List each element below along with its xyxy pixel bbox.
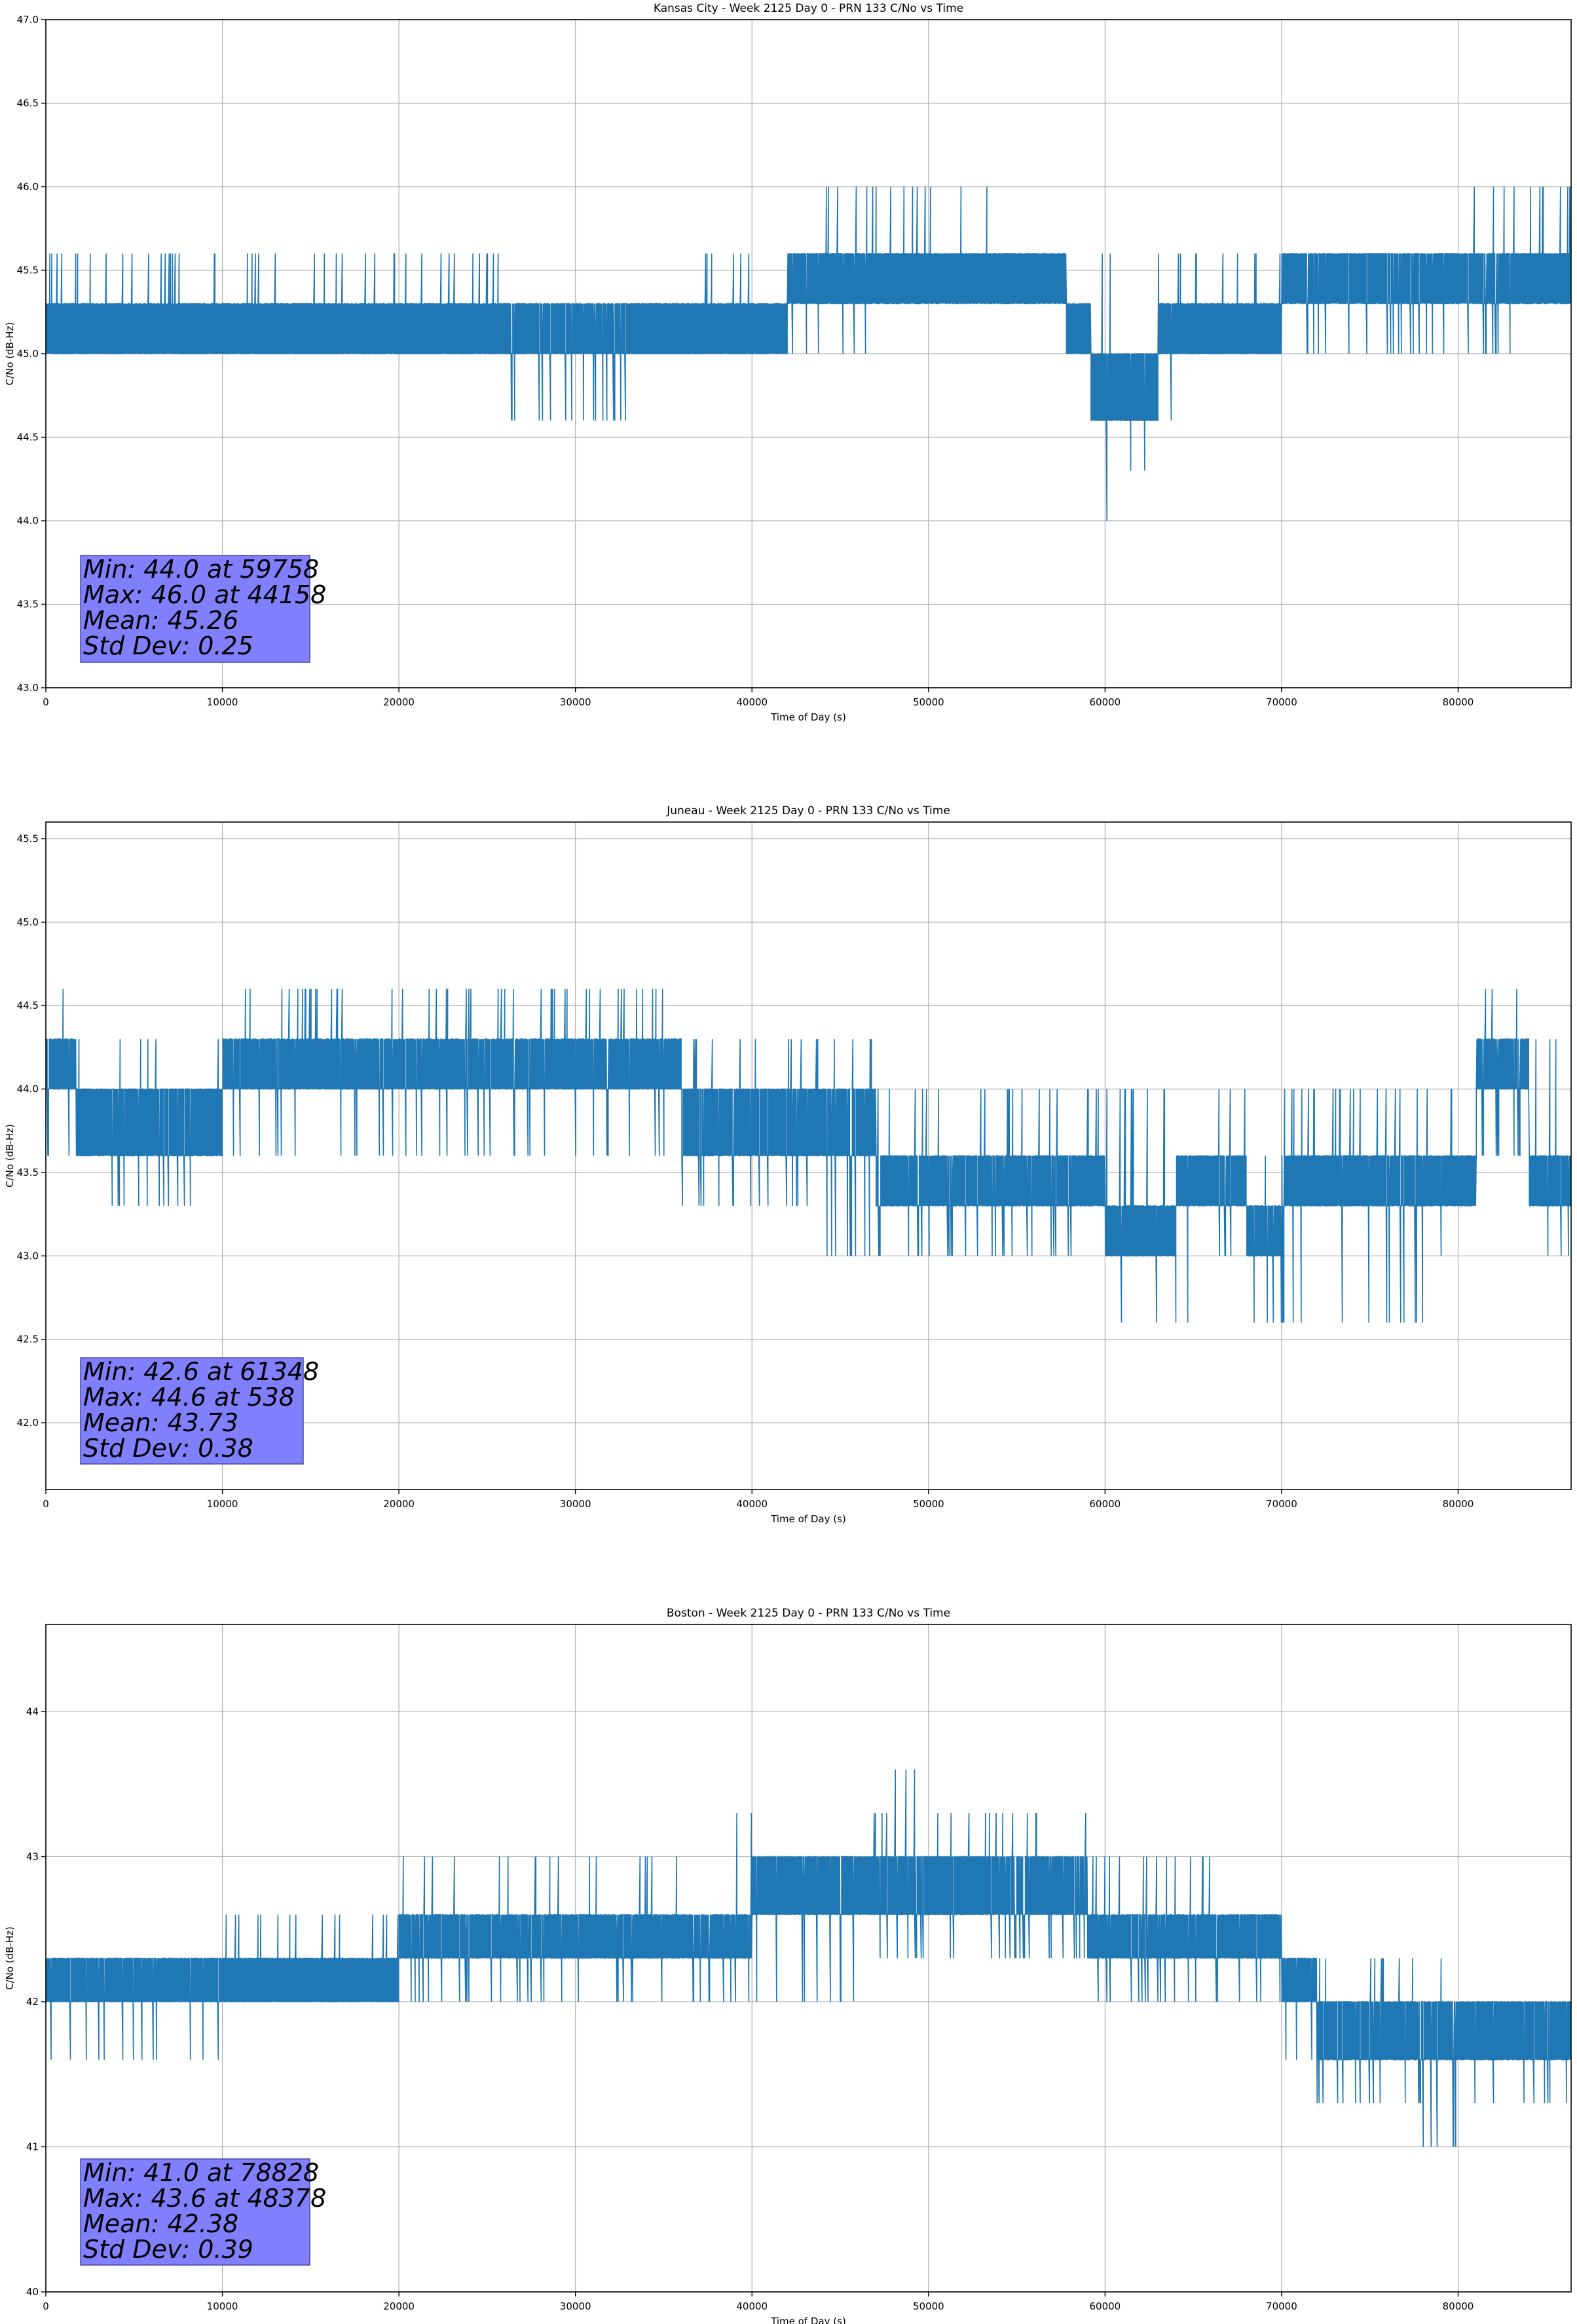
stats-line: Std Dev: 0.38 [83,1434,253,1463]
y-tick-label: 44 [26,1706,39,1717]
y-tick-label: 45.5 [17,265,39,276]
chart-title: Boston - Week 2125 Day 0 - PRN 133 C/No … [667,1607,950,1620]
stats-line: Max: 44.6 at 538 [83,1383,295,1412]
y-tick-label: 41 [26,2141,39,2152]
stats-line: Std Dev: 0.39 [83,2235,253,2264]
chart-panel-2: 0 10000 20000 30000 40000 50000 60000 70000 8000… [4,804,1572,1525]
y-tick-label: 45.0 [17,916,39,928]
x-tick-label: 20000 [383,2300,415,2312]
x-tick-label: 0 [43,2300,49,2312]
x-tick-label: 20000 [383,696,415,708]
stats-line: Max: 46.0 at 44158 [83,580,326,609]
x-tick-label: 10000 [207,696,238,708]
x-tick-label: 20000 [383,1498,415,1510]
x-tick-label: 80000 [1443,2300,1474,2312]
x-tick-label: 70000 [1266,2300,1297,2312]
x-tick-label: 30000 [560,1498,591,1510]
stats-line: Mean: 43.73 [83,1408,238,1437]
x-tick-label: 50000 [913,2300,944,2312]
stats-line: Min: 42.6 at 61348 [83,1357,319,1386]
series-line [46,988,1571,1323]
y-tick-label: 43.5 [17,599,39,610]
x-tick-label: 30000 [560,696,591,708]
y-tick-label: 47.0 [17,14,39,26]
y-tick-label: 40 [26,2286,39,2298]
plot-frame [45,821,1572,1490]
x-tick-label: 10000 [207,2300,238,2312]
y-tick-label: 43.5 [17,1167,39,1178]
y-tick-label: 43.0 [17,682,39,694]
x-tick-label: 50000 [913,1498,944,1510]
x-tick-label: 10000 [207,1498,238,1510]
x-axis-label: Time of Day (s) [770,2315,846,2324]
stats-box [80,555,310,663]
y-tick-label: 43.0 [17,1250,39,1262]
stats-line: Mean: 45.26 [83,606,238,635]
y-tick-label: 44.0 [17,515,39,527]
y-axis-label: C/No (dB-Hz) [4,1124,16,1188]
y-tick-label: 46.0 [17,181,39,193]
y-tick-label: 42 [26,1996,39,2008]
x-tick-label: 40000 [736,696,768,708]
stats-line: Min: 44.0 at 59758 [83,555,319,584]
y-axis-label: C/No (dB-Hz) [4,1926,16,1990]
x-tick-label: 0 [43,1498,49,1510]
y-tick-label: 46.5 [17,98,39,109]
y-tick-label: 45.0 [17,348,39,360]
series-line [46,1769,1571,2147]
x-tick-label: 60000 [1090,2300,1121,2312]
x-tick-label: 50000 [913,696,944,708]
x-tick-label: 70000 [1266,1498,1297,1510]
stats-line: Min: 41.0 at 78828 [83,2158,319,2187]
x-tick-label: 40000 [736,1498,768,1510]
stats-line: Mean: 42.38 [83,2209,238,2238]
x-axis-label: Time of Day (s) [770,711,846,723]
stats-line: Max: 43.6 at 48378 [83,2184,326,2213]
y-tick-label: 45.5 [17,833,39,844]
y-tick-label: 42.0 [17,1417,39,1429]
x-tick-label: 80000 [1443,1498,1474,1510]
x-tick-label: 30000 [560,2300,591,2312]
x-tick-label: 60000 [1090,1498,1121,1510]
x-axis-label: Time of Day (s) [770,1513,846,1525]
chart-title: Kansas City - Week 2125 Day 0 - PRN 133 … [654,2,963,15]
y-axis-label: C/No (dB-Hz) [4,322,16,386]
y-tick-label: 44.5 [17,432,39,443]
chart-title: Juneau - Week 2125 Day 0 - PRN 133 C/No … [666,804,950,817]
y-tick-label: 44.5 [17,1000,39,1011]
y-tick-label: 44.0 [17,1083,39,1095]
chart-panel-3: 0 10000 20000 30000 40000 50000 60000 70000 8000… [4,1607,1572,2324]
x-tick-label: 60000 [1090,696,1121,708]
x-tick-label: 80000 [1443,696,1474,708]
plot-frame [45,1624,1572,2293]
stats-box [80,1357,304,1465]
x-tick-label: 40000 [736,2300,768,2312]
chart-panel-1: 0 10000 20000 30000 40000 50000 60000 70000 8000… [4,2,1572,723]
stats-line: Std Dev: 0.25 [83,631,253,660]
x-tick-label: 70000 [1266,696,1297,708]
series-line [46,186,1571,521]
stats-box [80,2158,310,2266]
x-tick-label: 0 [43,696,49,708]
y-tick-label: 42.5 [17,1334,39,1345]
y-tick-label: 43 [26,1850,39,1862]
